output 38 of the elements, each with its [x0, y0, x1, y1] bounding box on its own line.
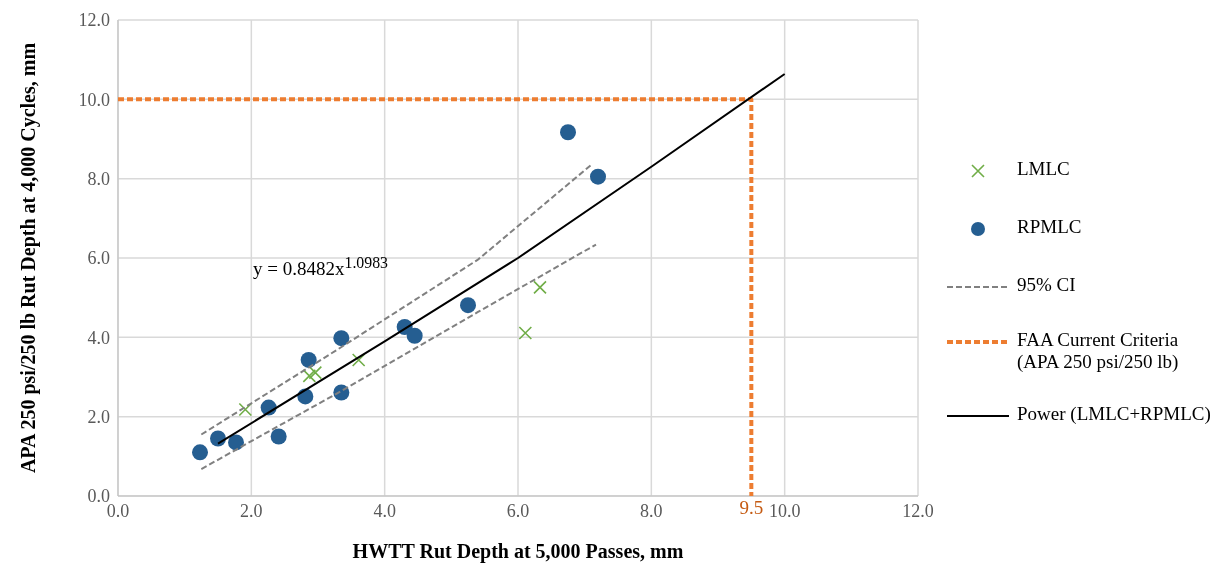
annotation: 9.5 — [739, 497, 764, 519]
point — [333, 330, 350, 347]
y-tick-label: 6.0 — [87, 248, 110, 269]
point — [560, 124, 576, 141]
y-axis-title: APA 250 psi/250 lb Rut Depth at 4,000 Cycles, mm — [17, 42, 41, 474]
point — [308, 365, 323, 380]
x-tick-label: 4.0 — [373, 500, 396, 521]
legend-label: 95% CI — [1017, 274, 1076, 296]
point — [300, 351, 317, 368]
point — [270, 428, 287, 445]
point — [533, 280, 547, 295]
line-series — [200, 243, 597, 471]
x-tick-label: 6.0 — [506, 500, 530, 521]
x-axis-title: HWTT Rut Depth at 5,000 Passes, mm — [352, 540, 684, 563]
legend-label: Power (LMLC+RPMLC) — [1017, 403, 1211, 425]
x-tick-label: 10.0 — [768, 500, 801, 521]
y-tick-label: 10.0 — [78, 89, 110, 110]
point — [192, 444, 208, 461]
point — [302, 369, 317, 383]
point — [590, 168, 606, 185]
y-tick-label: 12.0 — [78, 10, 110, 31]
annotation: y = 0.8482x$^{1.0983}$ — [253, 254, 388, 281]
legend-label: RPMLC — [1017, 216, 1082, 238]
line-series — [200, 163, 593, 436]
point — [238, 402, 253, 417]
x-tick-label: 8.0 — [640, 500, 663, 521]
point — [406, 327, 423, 344]
point — [518, 326, 533, 340]
legend-label: FAA Current Criteria (APA 250 psi/250 lb) — [1017, 329, 1180, 373]
y-tick-label: 2.0 — [87, 407, 110, 428]
point — [351, 353, 366, 367]
legend-label: LMLC — [1017, 158, 1070, 180]
point — [228, 434, 244, 451]
x-tick-label: 12.0 — [902, 500, 934, 521]
y-tick-label: 4.0 — [87, 327, 110, 348]
x-tick-label: 2.0 — [240, 500, 263, 521]
y-tick-label: 8.0 — [87, 169, 110, 190]
point — [460, 297, 476, 314]
